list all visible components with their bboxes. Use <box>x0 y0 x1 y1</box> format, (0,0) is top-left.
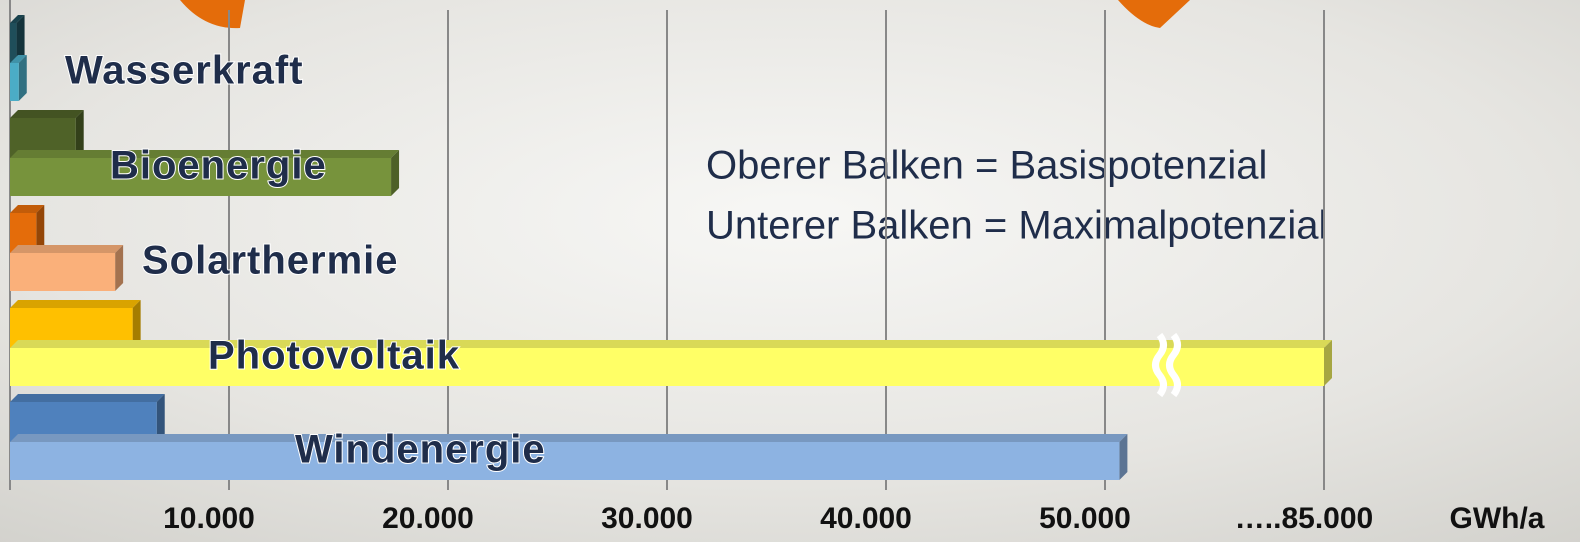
bar <box>10 158 392 196</box>
bar-side <box>115 245 124 291</box>
decoration <box>1118 0 1190 28</box>
bar-group <box>10 245 124 291</box>
annotation: Unterer Balken = Maximalpotenzial <box>706 204 1327 248</box>
x-tick-label: …..85.000 <box>1235 502 1373 535</box>
bars <box>10 15 1332 480</box>
bar <box>10 63 19 101</box>
bar-group <box>10 340 1332 386</box>
category-label: Solarthermie <box>142 239 399 283</box>
bar <box>10 348 1324 386</box>
bar-top <box>10 340 1332 348</box>
bar-top <box>10 245 124 253</box>
bar <box>10 253 116 291</box>
axis-break <box>1166 332 1181 398</box>
bar-top <box>10 15 25 23</box>
axis-break <box>1152 332 1167 398</box>
annotation: Oberer Balken = Basispotenzial <box>706 144 1267 188</box>
bar-group <box>10 55 27 101</box>
bar <box>10 23 17 63</box>
x-tick-label: 50.000 <box>1039 502 1131 535</box>
category-label: Windenergie <box>295 428 546 472</box>
bar-side <box>16 15 25 63</box>
category-label: Wasserkraft <box>65 49 304 93</box>
bar-group <box>10 150 400 196</box>
bar-group <box>10 434 1128 480</box>
bar-side <box>75 110 84 158</box>
bar-top <box>10 110 84 118</box>
x-tick-label: 20.000 <box>382 502 474 535</box>
x-tick-label: 40.000 <box>820 502 912 535</box>
bar-top <box>10 434 1128 442</box>
bar-top <box>10 394 165 402</box>
x-axis-label: GWh/a <box>1450 502 1545 535</box>
bar-side <box>36 205 45 253</box>
x-tick-label: 10.000 <box>163 502 255 535</box>
category-label: Bioenergie <box>110 144 327 188</box>
bar-group <box>10 15 25 63</box>
bar-top <box>10 55 27 63</box>
bar-top <box>10 150 400 158</box>
bar <box>10 442 1120 480</box>
category-label: Photovoltaik <box>208 334 460 378</box>
bar-top <box>10 205 45 213</box>
bar-side <box>1324 340 1332 386</box>
bar-side <box>132 300 141 348</box>
bar-side <box>1119 434 1128 480</box>
bar-top <box>10 300 141 308</box>
bar-side <box>156 394 165 442</box>
bar-side <box>18 55 27 101</box>
x-tick-label: 30.000 <box>601 502 693 535</box>
bar-side <box>391 150 400 196</box>
grid <box>228 10 1325 490</box>
